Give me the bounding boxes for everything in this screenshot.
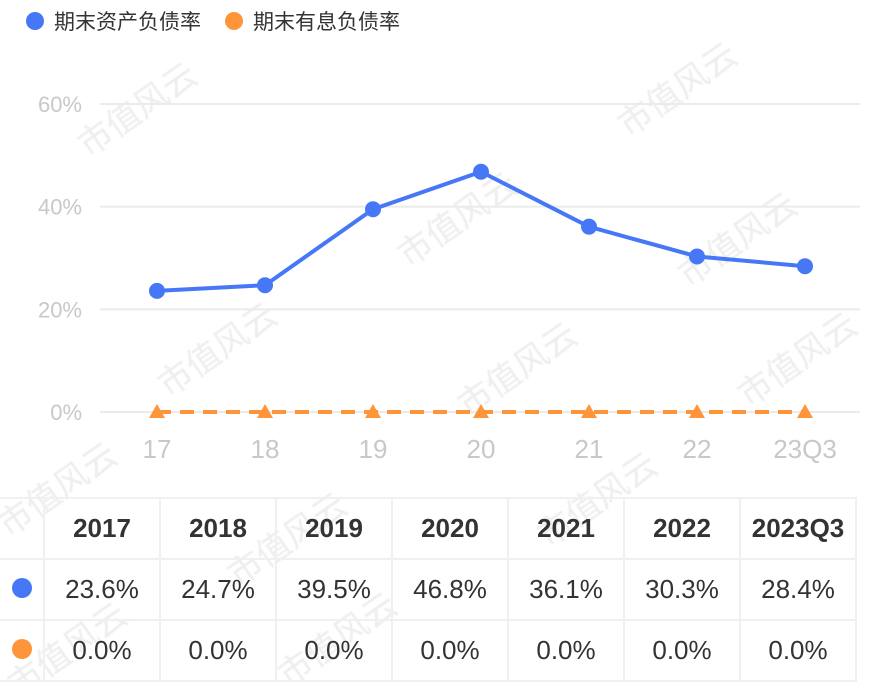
table-cell: 30.3%	[623, 558, 741, 621]
legend-item-series2[interactable]: 期末有息负债率	[225, 6, 400, 36]
series1-dot-icon	[11, 578, 32, 598]
legend-item-series1[interactable]: 期末资产负债率	[26, 6, 201, 36]
series1-marker-cell	[0, 558, 45, 621]
y-tick-label: 0%	[50, 400, 82, 425]
table-header-cell: 2022	[623, 497, 741, 560]
table-header-cell: 2020	[391, 497, 509, 560]
y-tick-label: 40%	[38, 195, 82, 220]
x-tick-label: 18	[251, 434, 280, 464]
legend-dot-icon	[26, 12, 44, 30]
x-tick-label: 21	[575, 434, 604, 464]
table-cell: 24.7%	[159, 558, 277, 621]
x-tick-label: 17	[143, 434, 172, 464]
table-header-cell: 2019	[275, 497, 393, 560]
table-header-cell: 2017	[43, 497, 161, 560]
data-table: 2017 2018 2019 2020 2021 2022 2023Q3 23.6% 24.7…	[0, 497, 857, 682]
series1-line	[156, 169, 806, 293]
table-cell: 0.0%	[739, 619, 857, 682]
table-cell: 46.8%	[391, 558, 509, 621]
y-tick-label: 60%	[38, 92, 82, 117]
table-cell: 23.6%	[43, 558, 161, 621]
series1-point	[689, 248, 705, 265]
table-header-cell: 2021	[507, 497, 625, 560]
series2-marker-cell	[0, 619, 45, 682]
series1-point	[257, 277, 273, 294]
table-header-cell: 2018	[159, 497, 277, 560]
table-cell: 0.0%	[507, 619, 625, 682]
legend-dot-icon	[225, 12, 243, 30]
table-cell: 36.1%	[507, 558, 625, 621]
table-cell: 0.0%	[623, 619, 741, 682]
table-header-cell: 2023Q3	[739, 497, 857, 560]
x-tick-label: 23Q3	[773, 434, 837, 464]
table-cell: 39.5%	[275, 558, 393, 621]
legend-label: 期末有息负债率	[253, 11, 400, 34]
table-cell: 0.0%	[275, 619, 393, 682]
series1-point	[149, 282, 165, 299]
x-tick-label: 22	[683, 434, 712, 464]
legend-label: 期末资产负债率	[54, 11, 201, 34]
table-row: 0.0% 0.0% 0.0% 0.0% 0.0% 0.0% 0.0%	[0, 619, 857, 682]
table-corner	[0, 497, 45, 560]
table-cell: 0.0%	[159, 619, 277, 682]
table-header-row: 2017 2018 2019 2020 2021 2022 2023Q3	[0, 497, 857, 560]
table-cell: 0.0%	[391, 619, 509, 682]
series1-point	[797, 258, 813, 275]
legend: 期末资产负债率 期末有息负债率	[26, 6, 400, 36]
series2-dot-icon	[11, 639, 32, 659]
series1-point	[365, 201, 381, 218]
table-row: 23.6% 24.7% 39.5% 46.8% 36.1% 30.3% 28.4%	[0, 558, 857, 621]
series1-point	[581, 218, 597, 235]
x-tick-label: 19	[359, 434, 388, 464]
series1-point	[473, 163, 489, 180]
y-tick-label: 20%	[38, 297, 82, 322]
table-cell: 0.0%	[43, 619, 161, 682]
table-cell: 28.4%	[739, 558, 857, 621]
line-chart: 0% 20% 40% 60% 17 18 19 20 21 22 23Q3	[38, 92, 860, 464]
x-tick-label: 20	[467, 434, 496, 464]
